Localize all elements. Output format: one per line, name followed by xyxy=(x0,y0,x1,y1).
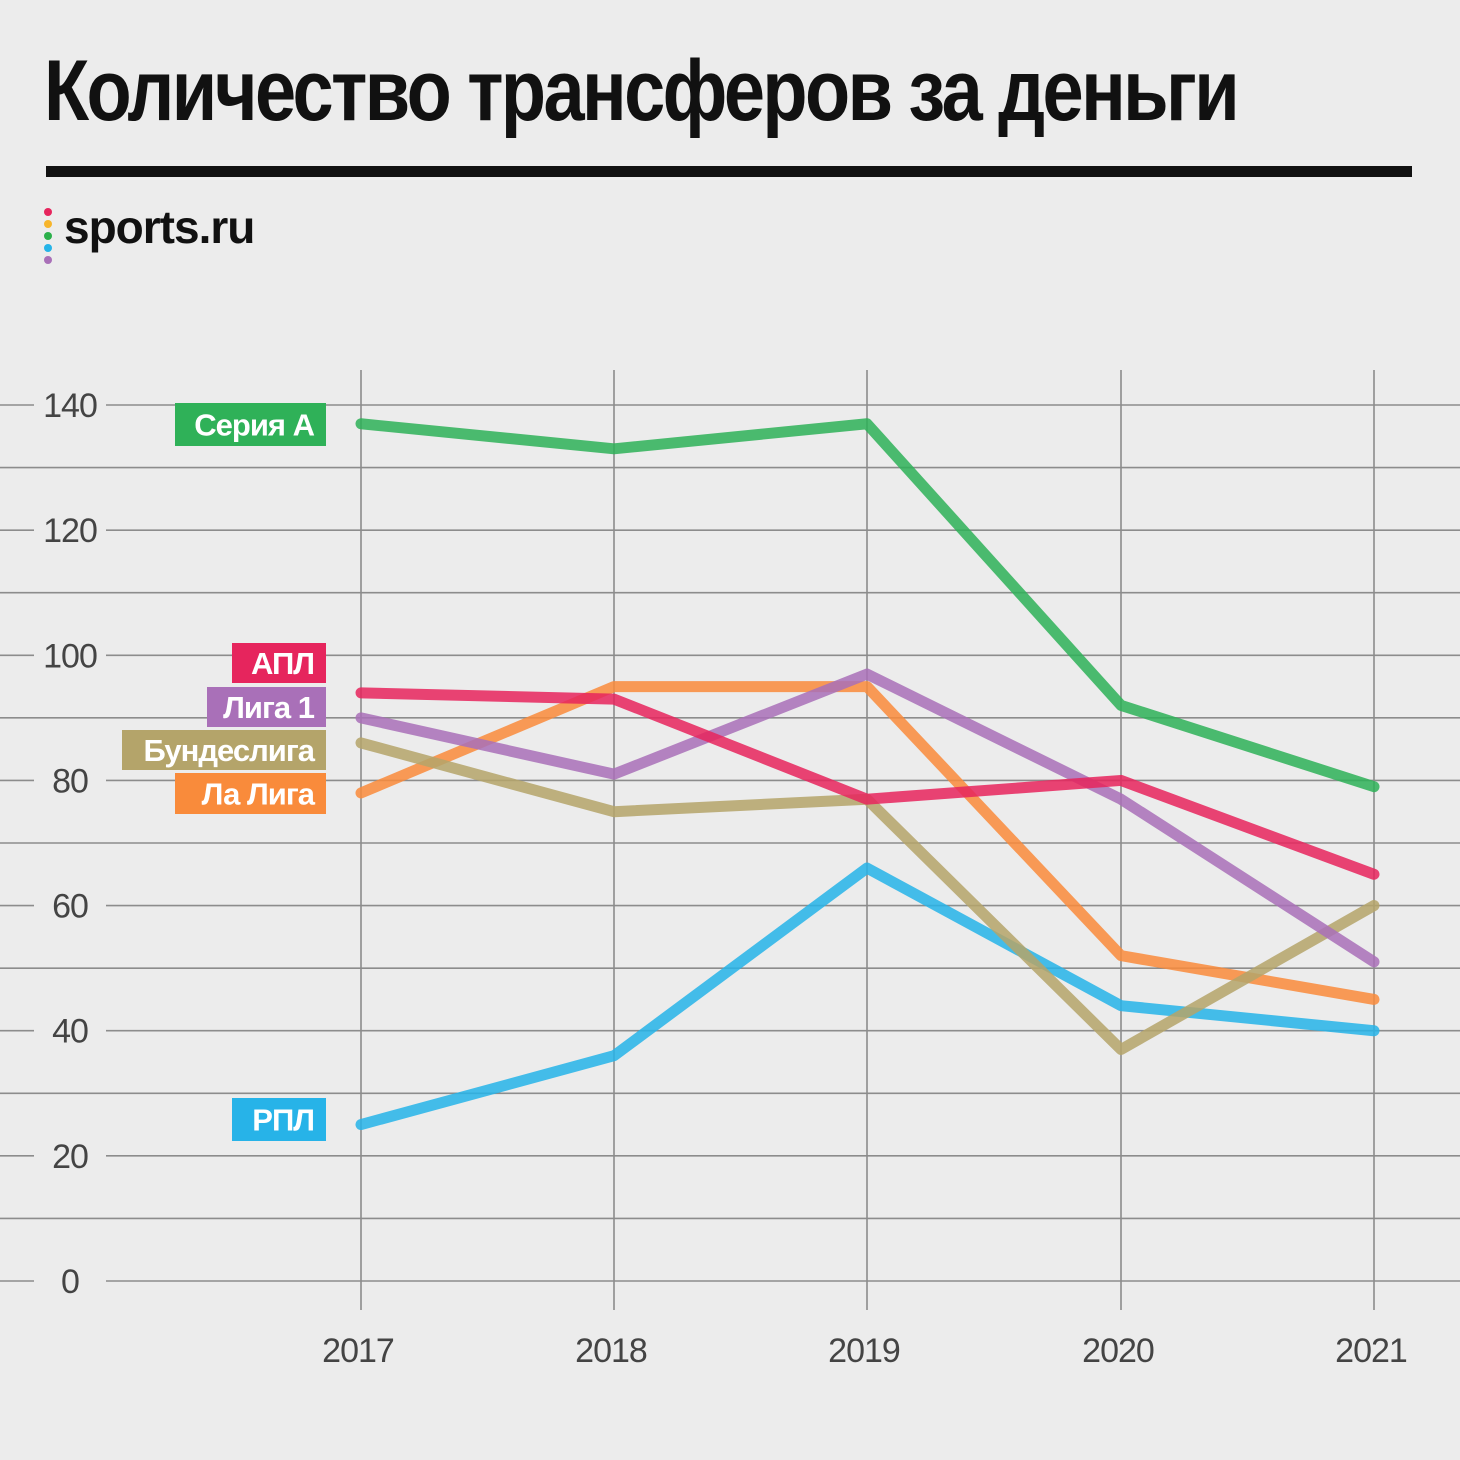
series-label-box xyxy=(232,643,326,683)
series-label-box xyxy=(232,1098,326,1141)
y-tick-label: 80 xyxy=(52,762,88,800)
y-tick-label: 140 xyxy=(43,387,97,425)
series-label: АПЛ xyxy=(251,646,314,681)
x-tick-label: 2018 xyxy=(575,1332,647,1370)
series-label-box xyxy=(207,687,326,727)
x-tick-label: 2017 xyxy=(322,1332,394,1370)
y-tick-label: 100 xyxy=(43,637,97,675)
y-tick-label: 40 xyxy=(52,1013,88,1051)
logo-dot xyxy=(44,256,52,264)
series-line xyxy=(355,668,1380,968)
series-label-box xyxy=(175,773,326,814)
x-tick-label: 2019 xyxy=(828,1332,900,1370)
y-tick-label: 120 xyxy=(43,512,97,550)
series-label-box xyxy=(122,730,326,770)
series-line xyxy=(355,862,1380,1131)
x-tick-label: 2020 xyxy=(1082,1332,1154,1370)
series-label: Серия А xyxy=(194,408,314,443)
y-tick-label: 0 xyxy=(61,1263,79,1301)
series-line xyxy=(355,418,1380,793)
series-label: Бундеслига xyxy=(144,733,316,768)
y-tick-label: 60 xyxy=(52,888,88,926)
series-label: Лига 1 xyxy=(223,690,315,725)
series-line xyxy=(355,687,1380,880)
chart-title: Количество трансферов за деньги xyxy=(44,43,1240,139)
x-tick-label: 2021 xyxy=(1335,1332,1407,1370)
series-line xyxy=(355,681,1380,1005)
logo-dot xyxy=(44,208,52,216)
series-label: Ла Лига xyxy=(202,777,316,812)
logo-dot xyxy=(44,232,52,240)
y-tick-label: 20 xyxy=(52,1138,88,1176)
logo-dots-icon xyxy=(44,208,54,268)
series-label: РПЛ xyxy=(252,1103,314,1138)
title-rule xyxy=(46,166,1412,177)
logo-text: sports.ru xyxy=(64,201,255,253)
logo-dot xyxy=(44,244,52,252)
logo-dot xyxy=(44,220,52,228)
series-label-box xyxy=(175,403,326,446)
